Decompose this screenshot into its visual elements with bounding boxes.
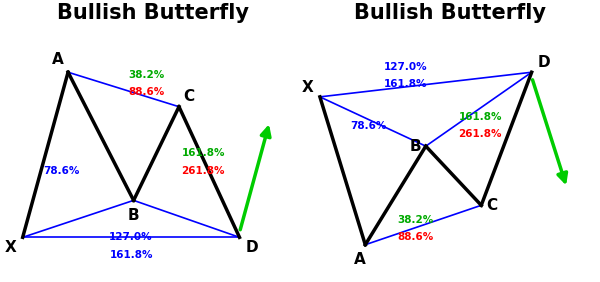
Text: 127.0%: 127.0% [384, 62, 427, 72]
Text: 88.6%: 88.6% [128, 87, 165, 97]
Text: 38.2%: 38.2% [128, 70, 165, 80]
Text: 161.8%: 161.8% [384, 80, 427, 89]
Text: 38.2%: 38.2% [398, 215, 434, 225]
Text: X: X [301, 80, 313, 94]
Text: A: A [355, 252, 366, 267]
Text: 127.0%: 127.0% [109, 232, 153, 242]
Text: C: C [486, 198, 497, 213]
Text: 161.8%: 161.8% [182, 149, 225, 158]
Text: 161.8%: 161.8% [109, 250, 153, 259]
Text: B: B [128, 208, 139, 223]
Text: 261.8%: 261.8% [458, 129, 502, 139]
Text: B: B [410, 139, 422, 154]
Text: A: A [52, 52, 64, 67]
Text: X: X [4, 240, 16, 255]
Text: D: D [538, 55, 551, 70]
Text: 261.8%: 261.8% [182, 166, 225, 176]
Text: C: C [184, 89, 194, 104]
Text: D: D [246, 240, 259, 255]
Title: Bullish Butterfly: Bullish Butterfly [56, 3, 248, 23]
Text: 161.8%: 161.8% [458, 111, 502, 122]
Text: 78.6%: 78.6% [43, 166, 79, 176]
Title: Bullish Butterfly: Bullish Butterfly [354, 3, 546, 23]
Text: 88.6%: 88.6% [398, 232, 434, 242]
Text: 78.6%: 78.6% [350, 122, 386, 131]
